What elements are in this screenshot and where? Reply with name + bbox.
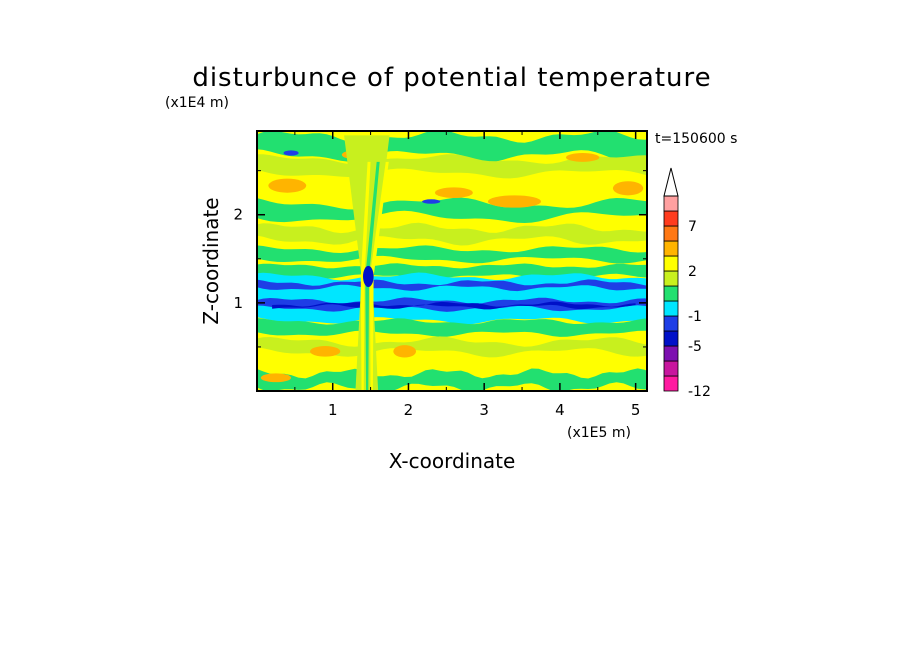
- colorbar-swatch-2: [663, 345, 679, 362]
- colorbar-tick-label-4: 7: [688, 219, 697, 235]
- band-upper-green-3: [257, 245, 647, 264]
- chart-title: disturbunce of potential temperature: [192, 63, 711, 93]
- plume-core: [363, 265, 374, 287]
- band-lower-lgreen: [257, 336, 647, 358]
- colorbar-swatch-7: [663, 270, 679, 287]
- orange-patch-1: [487, 195, 541, 208]
- band-cyan: [257, 272, 647, 325]
- band-green-top: [257, 263, 647, 279]
- colorbar-swatch-5: [663, 300, 679, 317]
- orange-patch-3: [612, 181, 644, 196]
- colorbar-tick-label-0: -12: [688, 384, 711, 400]
- orange-patch-0: [268, 178, 307, 193]
- band-lower-green: [257, 368, 647, 391]
- x-unit-label: (x1E5 m): [567, 425, 631, 441]
- colorbar-swatch-4: [663, 315, 679, 332]
- x-axis-label: X-coordinate: [389, 449, 516, 473]
- x-tick-label-3: 4: [555, 401, 565, 419]
- colorbar-swatch-11: [663, 210, 679, 227]
- plume-streak-2: [369, 161, 389, 391]
- colorbar-swatch-12: [663, 195, 679, 212]
- colorbar-swatch-0: [663, 375, 679, 392]
- band-upper-lgreen-2: [257, 222, 647, 246]
- colorbar-swatch-6: [663, 285, 679, 302]
- colorbar-swatch-10: [663, 225, 679, 242]
- y-axis-ticks: 12: [233, 170, 647, 348]
- colorbar-swatch-9: [663, 240, 679, 257]
- orange-patch-5: [565, 153, 600, 162]
- x-axis-ticks: 1 2 3 4 5: [294, 131, 641, 419]
- colorbar: -12-5-127: [663, 167, 711, 400]
- lower-orange-patch-0: [310, 346, 341, 357]
- blue-patch-0: [283, 150, 299, 156]
- x-tick-label-1: 2: [404, 401, 414, 419]
- orange-patch-2: [434, 187, 473, 198]
- contour-field: [257, 131, 647, 391]
- colorbar-tick-label-1: -5: [688, 339, 702, 355]
- y-axis-label: Z-coordinate: [199, 197, 223, 324]
- colorbar-swatch-1: [663, 360, 679, 377]
- x-tick-label-2: 3: [479, 401, 489, 419]
- lower-orange-patch-2: [260, 373, 292, 383]
- band-blue-upper: [257, 279, 647, 292]
- colorbar-tick-label-2: -1: [688, 309, 702, 325]
- band-green-lower: [257, 318, 647, 337]
- colorbar-swatch-3: [663, 330, 679, 347]
- blue-patch-1: [422, 199, 441, 204]
- plot-frame: [256, 130, 648, 392]
- time-label: t=150600 s: [655, 131, 737, 147]
- x-tick-label-4: 5: [631, 401, 641, 419]
- colorbar-extend-arrow: [663, 167, 679, 197]
- y-tick-label-0: 1: [233, 294, 243, 312]
- colorbar-swatch-8: [663, 255, 679, 272]
- y-tick-label-1: 2: [233, 206, 243, 224]
- y-unit-label: (x1E4 m): [165, 95, 229, 111]
- x-tick-label-0: 1: [328, 401, 338, 419]
- colorbar-tick-label-3: 2: [688, 264, 697, 280]
- lower-orange-patch-1: [393, 345, 417, 358]
- plume-streak-0: [360, 161, 371, 391]
